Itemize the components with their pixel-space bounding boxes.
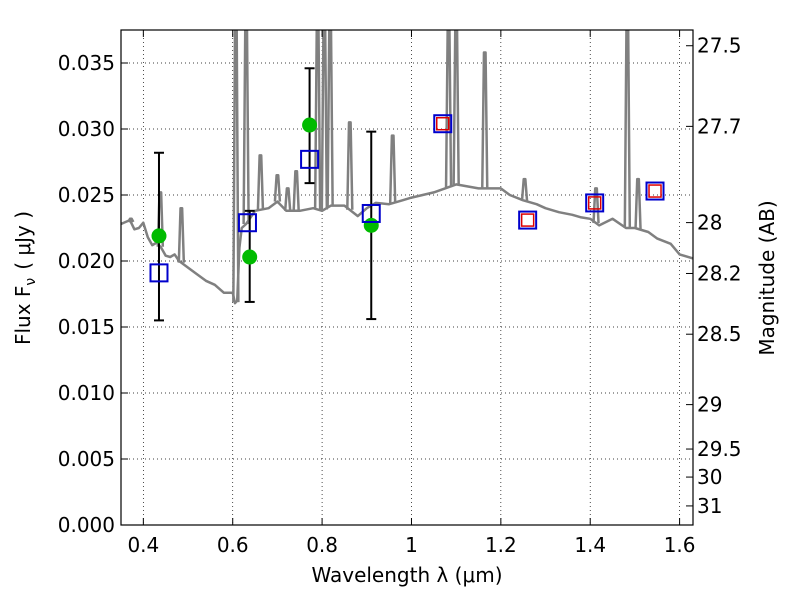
y-tick-label: 0.005 — [58, 447, 115, 471]
spectrum-continuum-line — [121, 183, 693, 305]
emission-line-spike — [292, 169, 300, 211]
svg-text:Flux Fν( μJy ): Flux Fν ( μJy ) — [11, 211, 39, 345]
emission-line-spike — [481, 51, 489, 189]
emission-line-spike — [177, 206, 186, 263]
emission-line-spike — [232, 30, 240, 303]
emission-line-spike — [256, 154, 265, 210]
model-flux-marker — [300, 149, 320, 169]
magnitude-tick-label: 28.2 — [697, 261, 742, 285]
emission-line-spike — [520, 177, 529, 201]
y-axis-label-sub: ν — [23, 278, 39, 286]
model-flux-marker — [149, 263, 169, 283]
emission-line-spike — [242, 30, 250, 225]
model-flux-marker — [518, 210, 538, 230]
emission-line-spike — [320, 30, 329, 210]
magnitude-tick-label: 31 — [697, 494, 722, 518]
y-tick-label: 0.035 — [58, 51, 115, 75]
magnitude-tick-label: 27.7 — [697, 114, 742, 138]
x-axis-label: Wavelength λ (μm) — [311, 563, 502, 587]
error-bars — [153, 67, 377, 322]
emission-line-spike — [592, 187, 600, 224]
emission-line-spike — [346, 121, 354, 210]
magnitude-axis-ticks: 27.5 27.7 28 28.2 28.5 29 29.5 30 31 — [686, 34, 742, 518]
x-tick-label: 0.4 — [127, 533, 159, 557]
x-tick-label: 1.6 — [664, 533, 696, 557]
emission-line-spike — [444, 30, 453, 188]
emission-line-spike — [326, 30, 334, 207]
model-flux-marker — [433, 114, 453, 134]
ir-photometry-marker — [648, 184, 662, 198]
y-tick-label: 0.015 — [58, 315, 115, 339]
y-axis-label-unit: ( μJy ) — [11, 211, 35, 270]
magnitude-tick-label: 27.5 — [697, 34, 742, 58]
data-markers — [149, 114, 665, 283]
y-tick-label: 0.030 — [58, 117, 115, 141]
model-flux-marker — [237, 213, 257, 233]
magnitude-tick-label: 28.5 — [697, 322, 742, 346]
y-tick-label: 0.010 — [58, 381, 115, 405]
x-axis-ticks: 0.4 0.6 0.8 1 1.2 1.4 1.6 — [127, 30, 696, 557]
plot-frame — [120, 29, 694, 526]
emission-line-spike — [127, 217, 135, 223]
magnitude-tick-label: 30 — [697, 465, 722, 489]
photometry-point — [302, 117, 318, 133]
plot-area — [121, 30, 693, 305]
y-tick-label: 0.020 — [58, 249, 115, 273]
model-flux-marker — [645, 181, 665, 201]
photometry-point — [363, 217, 379, 233]
y-axis-ticks: 0.000 0.005 0.010 0.015 0.020 0.025 0.030 0.035 — [58, 51, 128, 537]
y-tick-label: 0.025 — [58, 183, 115, 207]
y-tick-label: 0.000 — [58, 513, 115, 537]
emission-line-spike — [452, 30, 460, 185]
emission-line-spike — [313, 30, 322, 210]
model-flux-marker — [361, 203, 381, 223]
grid-lines — [121, 30, 693, 526]
emission-line-spike — [388, 134, 397, 204]
magnitude-tick-label: 29 — [697, 393, 722, 417]
emission-line-spike — [623, 30, 632, 229]
x-tick-label: 0.6 — [217, 533, 249, 557]
x-tick-label: 1.4 — [574, 533, 606, 557]
y2-axis-label: Magnitude (AB) — [755, 200, 779, 355]
photometry-point — [242, 249, 258, 265]
y-axis-label-main: Flux F — [11, 286, 35, 345]
emission-line-spike — [634, 177, 642, 229]
x-tick-label: 0.8 — [306, 533, 338, 557]
ir-photometry-marker — [587, 196, 602, 210]
model-flux-marker — [585, 193, 605, 213]
ir-photometry-marker — [436, 116, 450, 131]
emission-line-spike — [283, 187, 292, 211]
x-tick-label: 1 — [405, 533, 418, 557]
photometry-point — [151, 228, 167, 244]
y-axis-label: Flux Fν ( μJy ) — [11, 211, 39, 345]
magnitude-tick-label: 29.5 — [697, 437, 742, 461]
y2-axis-label-text: Magnitude (AB) — [755, 200, 779, 355]
magnitude-tick-label: 28 — [697, 211, 722, 235]
emission-line-spike — [273, 173, 282, 202]
ir-photometry-marker — [520, 213, 535, 227]
x-tick-label: 1.2 — [485, 533, 517, 557]
